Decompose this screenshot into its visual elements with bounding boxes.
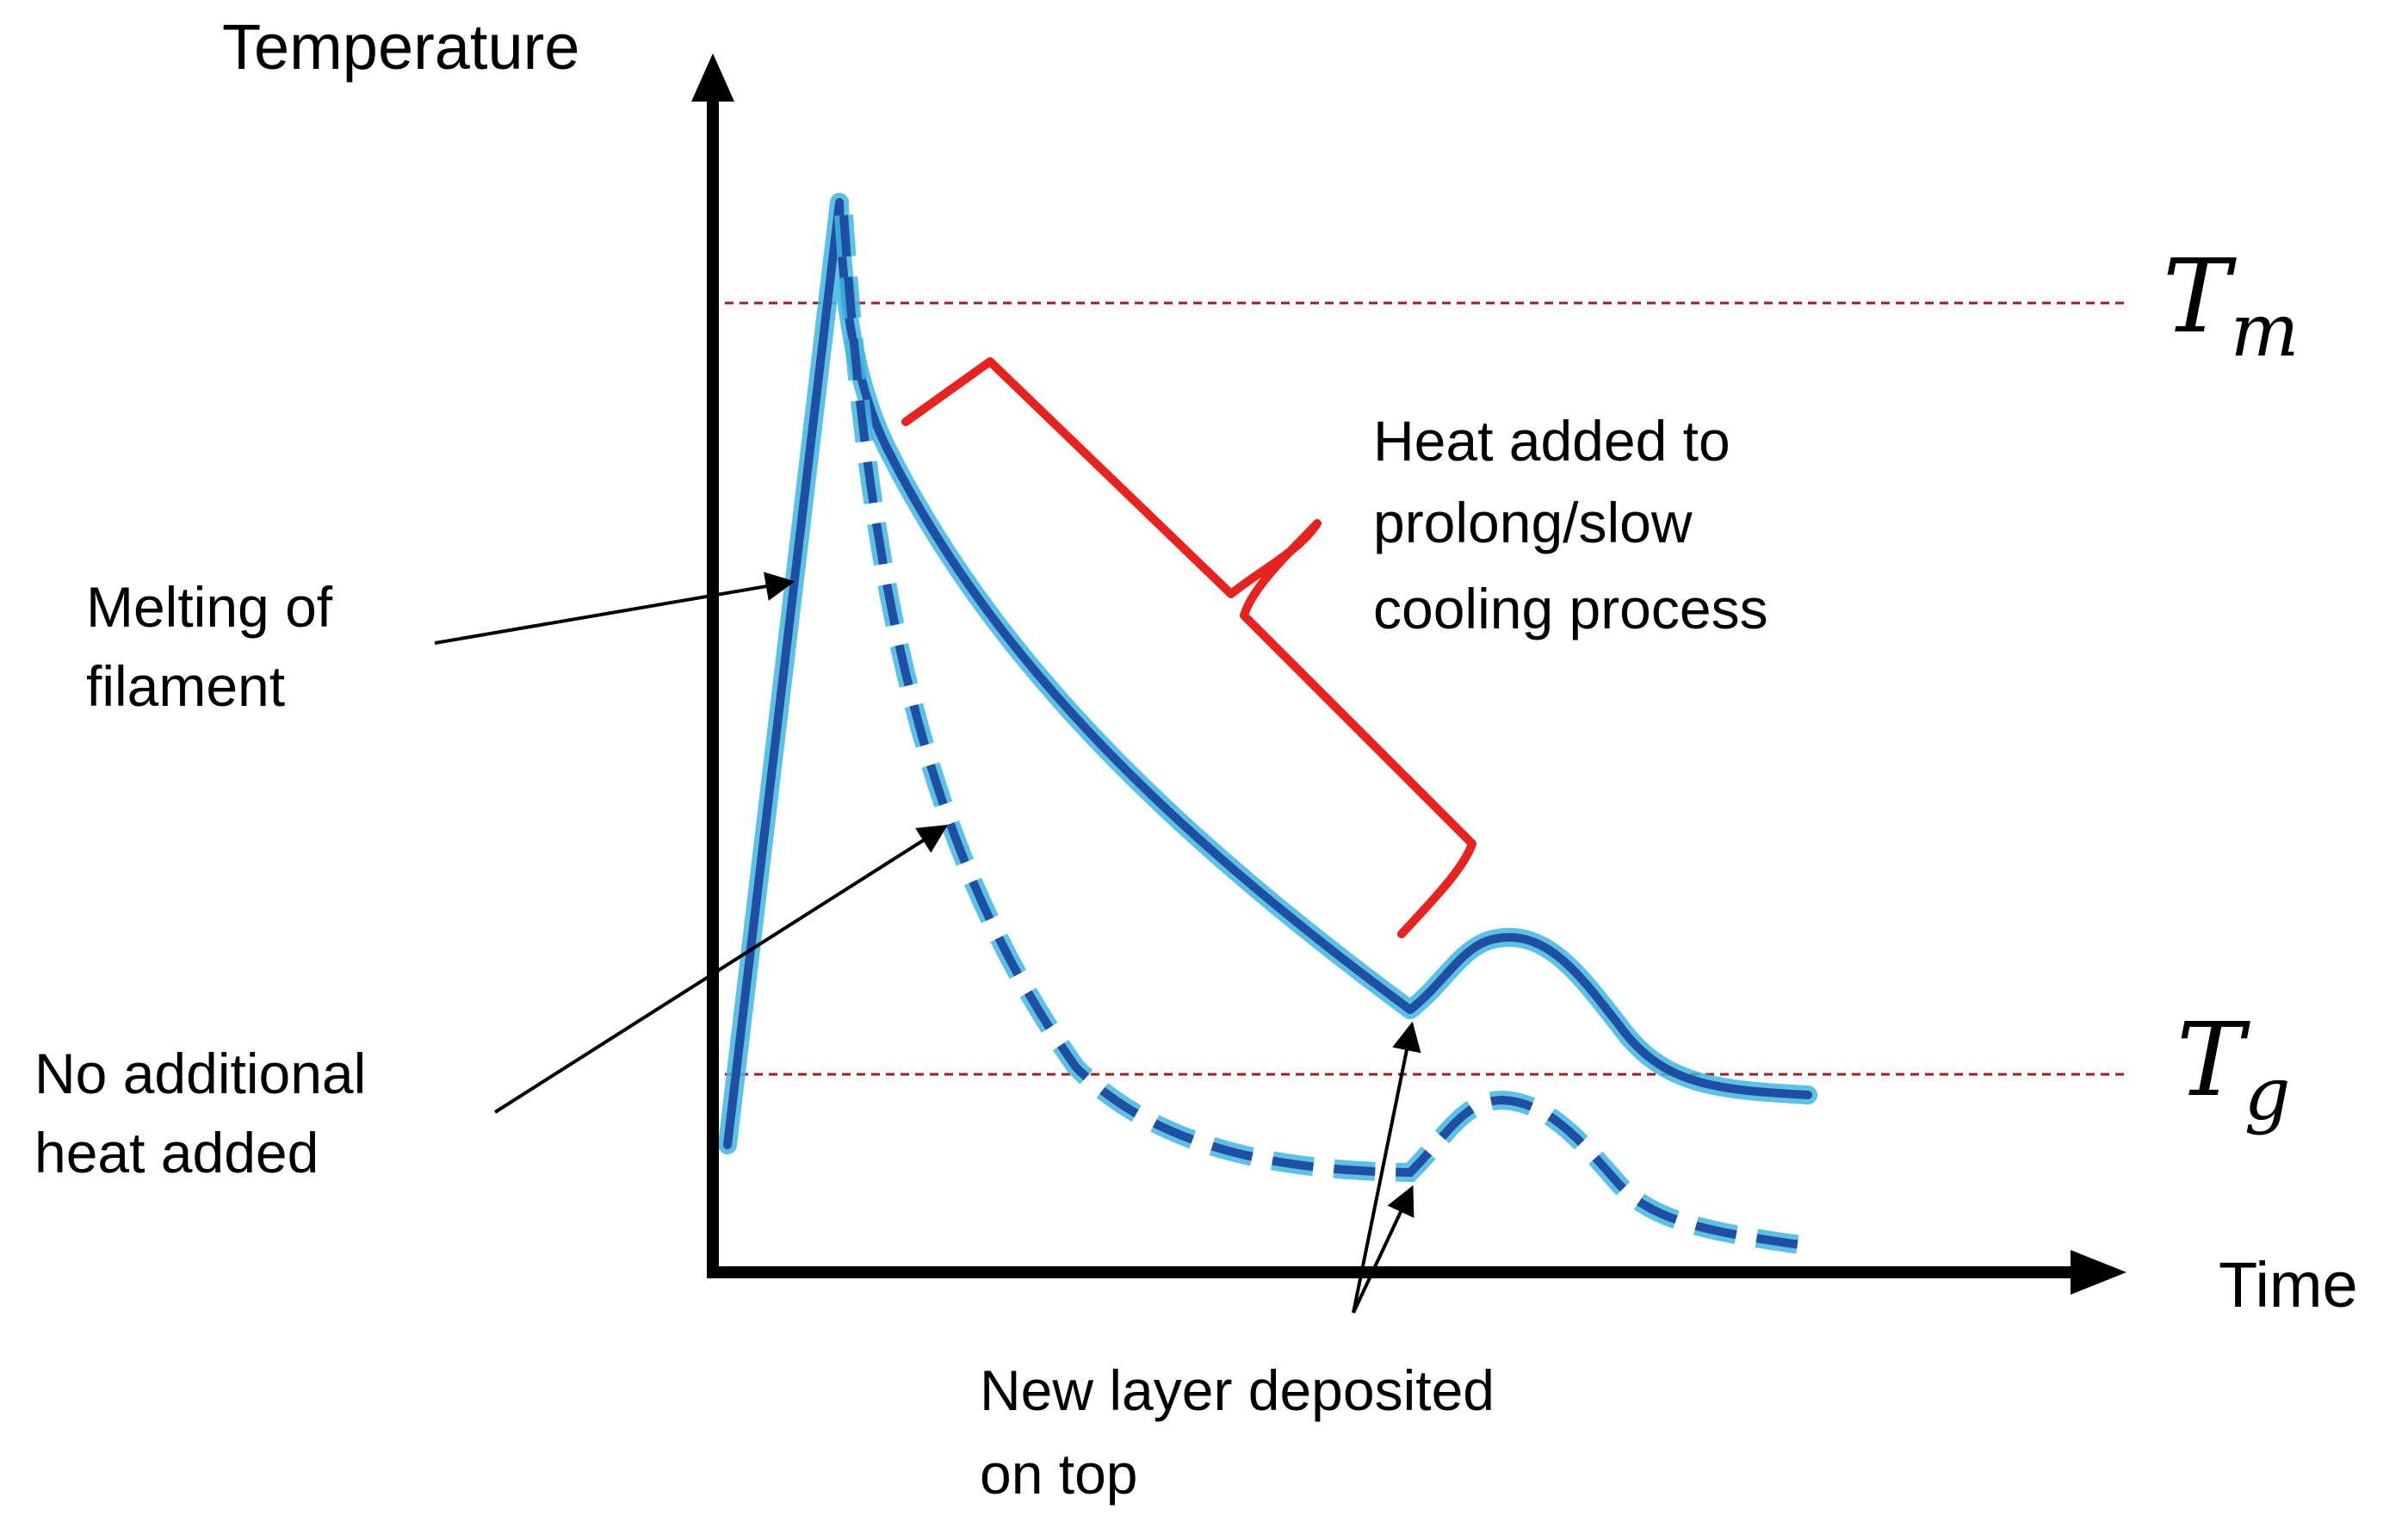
heat-added-annotation-line-1: Heat added to [1373,409,1730,473]
tm-subscript: m [2231,288,2300,373]
new-layer-arrow-upper [1352,1021,1421,1314]
no-heat-annotation-line-1: No additional [34,1042,366,1105]
heated-cooling-curve [718,193,1817,1154]
no-heat-arrow [493,825,948,1114]
new-layer-annotation-line-2: on top [980,1442,1138,1506]
melting-arrow [434,572,795,645]
melting-annotation-line-1: Melting of [86,575,333,639]
tg-subscript: g [2244,1052,2291,1136]
y-axis-label: Temperature [222,11,579,83]
x-axis-arrowhead [2071,1250,2126,1295]
new-layer-annotation-line-1: New layer deposited [980,1358,1495,1422]
new-layer-annotation: New layer deposited on top [980,1358,1510,1506]
tm-symbol: T [2163,237,2237,356]
glass-transition-label: Tg [2176,1000,2291,1136]
unheated-cooling-curve [834,214,1814,1256]
no-heat-annotation: No additional heat added [34,1042,382,1185]
heat-added-annotation-line-2: prolong/slow [1373,491,1693,554]
melting-annotation-line-2: filament [86,654,285,718]
y-axis-arrowhead [691,53,734,102]
melting-annotation: Melting of filament [86,575,348,718]
melting-temperature-label: Tm [2163,237,2299,373]
tg-symbol: T [2176,1000,2250,1119]
heat-added-annotation-line-3: cooling process [1373,577,1768,640]
heat-added-annotation: Heat added to prolong/slow cooling proce… [1373,409,1768,640]
x-axis-label: Time [2219,1249,2358,1321]
heat-added-bracket [901,357,1476,938]
no-heat-annotation-line-2: heat added [34,1121,319,1185]
new-layer-arrow-lower [1352,1185,1414,1314]
